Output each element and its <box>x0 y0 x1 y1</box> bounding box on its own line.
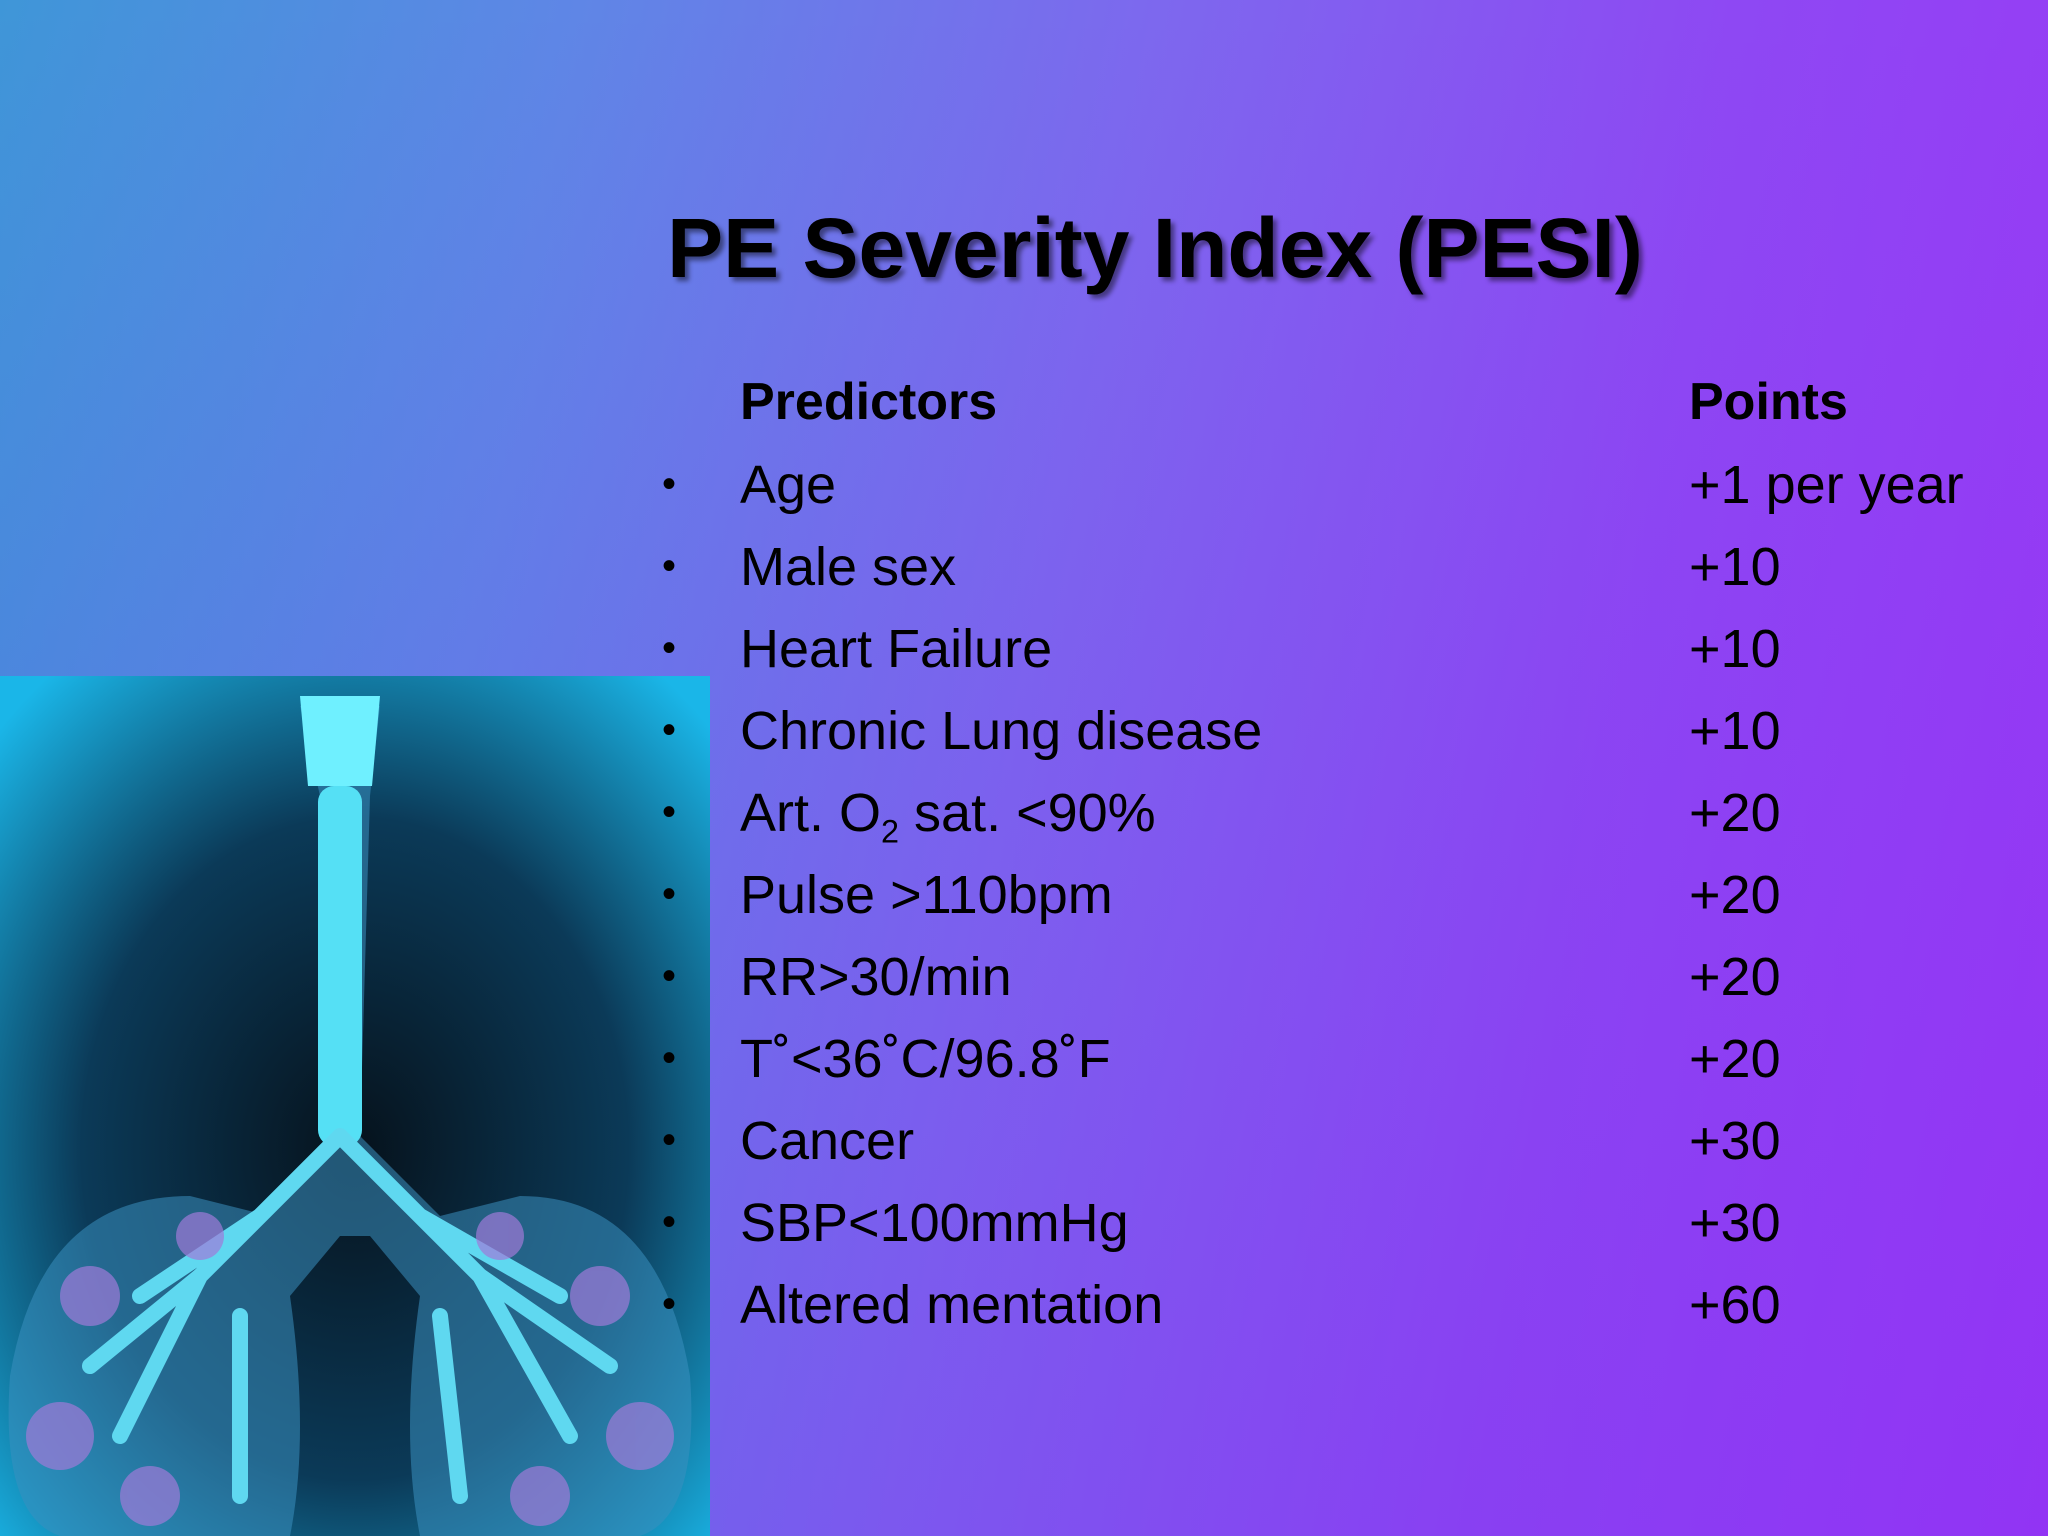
predictor: Male sex <box>740 537 957 597</box>
predictor: Chronic Lung disease <box>740 701 1263 761</box>
lung-illustration <box>0 676 710 1536</box>
points: +30 <box>1689 1111 1781 1171</box>
bullet: • <box>662 626 677 670</box>
predictor: RR>30/min <box>740 947 1012 1007</box>
predictor: Pulse >110bpm <box>740 865 1113 925</box>
text-segment: sat. <90% <box>899 783 1156 843</box>
predictor: SBP<100mmHg <box>740 1193 1129 1253</box>
predictor: Age <box>740 455 837 515</box>
points: +20 <box>1689 865 1781 925</box>
points: +20 <box>1689 783 1781 843</box>
bullet: • <box>662 1200 677 1244</box>
bullet: • <box>662 872 677 916</box>
column-header: Points <box>1689 373 1848 431</box>
points: +30 <box>1689 1193 1781 1253</box>
points: +60 <box>1689 1275 1781 1335</box>
bullet: • <box>662 1282 677 1326</box>
points: +1 per year <box>1689 455 1964 515</box>
points: +10 <box>1689 619 1781 679</box>
predictor: Altered mentation <box>740 1275 1164 1335</box>
predictor: Heart Failure <box>740 619 1053 679</box>
bullet: • <box>662 954 677 998</box>
bullet: • <box>662 462 677 506</box>
text-segment: Art. O <box>740 783 882 843</box>
points: +20 <box>1689 947 1781 1007</box>
predictor: T˚<36˚C/96.8˚F <box>740 1029 1111 1089</box>
slide-title: PE Severity Index (PESI) <box>667 201 1643 295</box>
bullet: • <box>662 1118 677 1162</box>
bullet: • <box>662 544 677 588</box>
predictor: Cancer <box>740 1111 915 1171</box>
subscript: 2 <box>881 813 900 850</box>
column-header: Predictors <box>740 373 998 431</box>
points: +20 <box>1689 1029 1781 1089</box>
predictor: Art. O2 sat. <90% <box>740 782 1156 850</box>
bullet: • <box>662 790 677 834</box>
bullet: • <box>662 708 677 752</box>
points: +10 <box>1689 701 1781 761</box>
bullet: • <box>662 1036 677 1080</box>
points: +10 <box>1689 537 1781 597</box>
